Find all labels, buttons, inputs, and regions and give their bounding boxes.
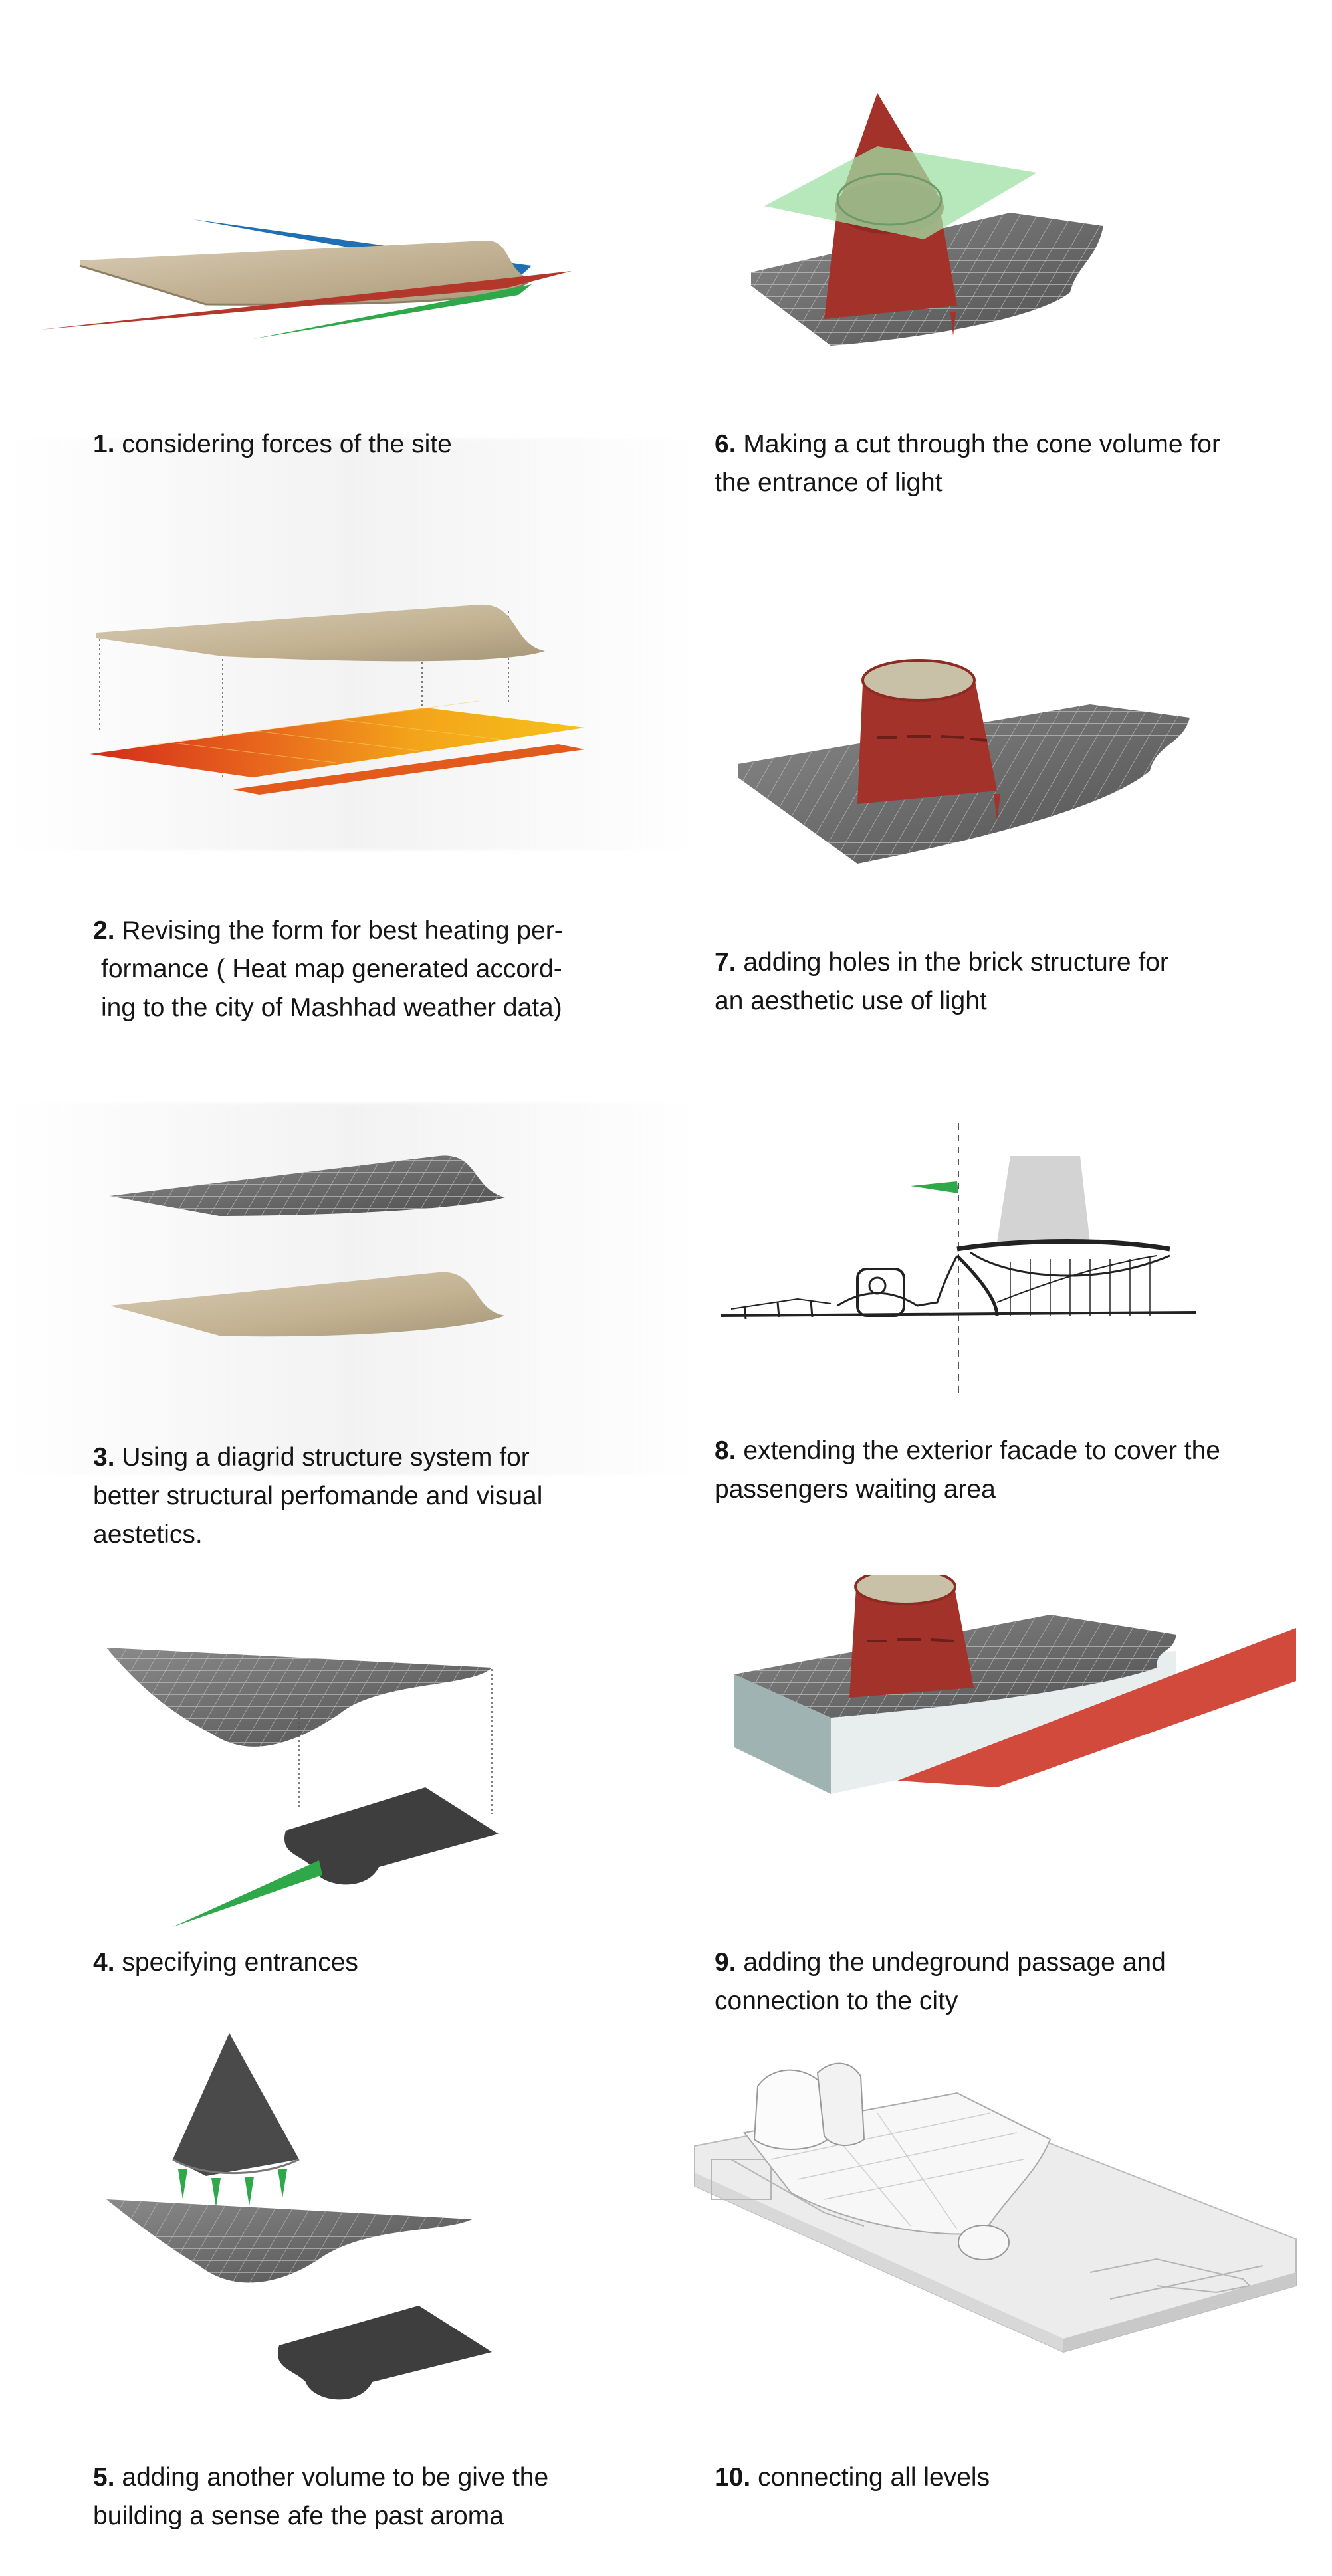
step-line: considering forces of the site <box>122 430 452 458</box>
diagram-forces-of-site <box>40 219 572 339</box>
step-caption-6: 6. Making a cut through the cone volume … <box>715 425 1313 502</box>
step-line: better structural perfomande and visual <box>93 1482 543 1510</box>
step-number: 8. <box>715 1437 736 1465</box>
step-number: 10. <box>715 2463 751 2492</box>
step-line: connection to the city <box>715 1987 958 2015</box>
white-dome <box>958 2225 1010 2260</box>
step-line: aestetics. <box>93 1520 203 1549</box>
step-caption-2: 2. Revising the form for best heating pe… <box>93 912 678 1027</box>
diagram-cone-cut <box>751 93 1103 346</box>
step-line: ing to the city of Mashhad weather data) <box>101 993 562 1022</box>
projection-lines <box>298 1669 493 1814</box>
cone-opening <box>854 1575 956 1605</box>
roof-surface <box>96 604 545 662</box>
diagram-facade-sketch <box>721 1123 1197 1395</box>
step-caption-9: 9. adding the undeground passage and con… <box>715 1943 1313 2021</box>
step-caption-8: 8. extending the exterior facade to cove… <box>715 1432 1313 1509</box>
step-line: extending the exterior facade to cover t… <box>743 1437 1220 1465</box>
step-caption-4: 4. specifying entrances <box>93 1943 678 1982</box>
step-number: 1. <box>93 430 115 458</box>
ground-volume <box>284 1787 499 1885</box>
step-line: adding another volume to be give the <box>122 2463 549 2492</box>
diagram-underground-passage <box>734 1575 1296 1794</box>
heat-map-strip <box>233 744 585 795</box>
step-line: building a sense afe the past aroma <box>93 2502 504 2530</box>
step-line: passengers waiting area <box>715 1475 996 1504</box>
diagram-heat-map <box>90 604 585 795</box>
step-caption-10: 10. connecting all levels <box>715 2458 1313 2497</box>
entrance-arrow-green <box>911 1181 958 1193</box>
step-caption-1: 1. considering forces of the site <box>93 425 665 464</box>
step-line: Using a diagrid structure system for <box>122 1443 530 1472</box>
step-line: specifying entrances <box>122 1948 358 1977</box>
heat-map-plane <box>90 708 585 777</box>
cone-opening <box>861 659 976 702</box>
force-arrow-green <box>253 284 532 339</box>
step-number: 6. <box>715 430 736 458</box>
step-line: adding the undeground passage and <box>743 1948 1166 1977</box>
step-line: connecting all levels <box>758 2463 990 2492</box>
step-number: 4. <box>93 1948 115 1977</box>
sketch-structure <box>721 1238 1197 1320</box>
step-line: Revising the form for best heating per- <box>122 916 563 945</box>
heat-grid <box>132 700 502 763</box>
passage-arrow-red <box>897 1628 1296 1787</box>
brick-holes <box>877 735 988 742</box>
step-caption-7: 7. adding holes in the brick structure f… <box>715 943 1313 1021</box>
step-number: 7. <box>715 948 736 977</box>
diagram-diagrid-structure <box>110 1155 505 1337</box>
step-caption-5: 5. adding another volume to be give the … <box>93 2458 678 2535</box>
roof-surface <box>80 240 532 305</box>
plan-lines <box>711 2159 1264 2300</box>
diagram-cone-volume <box>106 2033 492 2400</box>
step-line: an aesthetic use of light <box>715 987 987 1015</box>
shading-volume-grey <box>997 1156 1090 1242</box>
step-caption-3: 3. Using a diagrid structure system for … <box>93 1438 678 1554</box>
diagram-entrances <box>106 1648 499 1927</box>
brick-cone <box>857 678 997 804</box>
entrance-arrow-green <box>173 1860 322 1927</box>
step-number: 2. <box>93 916 115 945</box>
white-cone <box>753 2069 829 2150</box>
step-line: Making a cut through the cone volume for <box>743 430 1220 458</box>
step-number: 3. <box>93 1443 115 1472</box>
step-number: 5. <box>93 2463 115 2492</box>
cone-volume <box>173 2033 299 2176</box>
diagram-brick-holes <box>738 659 1190 864</box>
step-line: adding holes in the brick structure for <box>743 948 1168 977</box>
step-line: the entrance of light <box>715 468 943 497</box>
light-arrows-green <box>178 2169 287 2207</box>
white-tube <box>816 2062 865 2147</box>
roof-surface <box>110 1272 505 1337</box>
step-number: 9. <box>715 1948 736 1977</box>
cut-plane-green <box>764 146 1037 239</box>
brick-holes <box>867 1638 954 1642</box>
ground-volume <box>278 2306 492 2400</box>
diagram-all-levels <box>694 2062 1297 2353</box>
step-line: formance ( Heat map generated accord- <box>101 955 562 983</box>
force-arrow-red <box>40 271 572 330</box>
